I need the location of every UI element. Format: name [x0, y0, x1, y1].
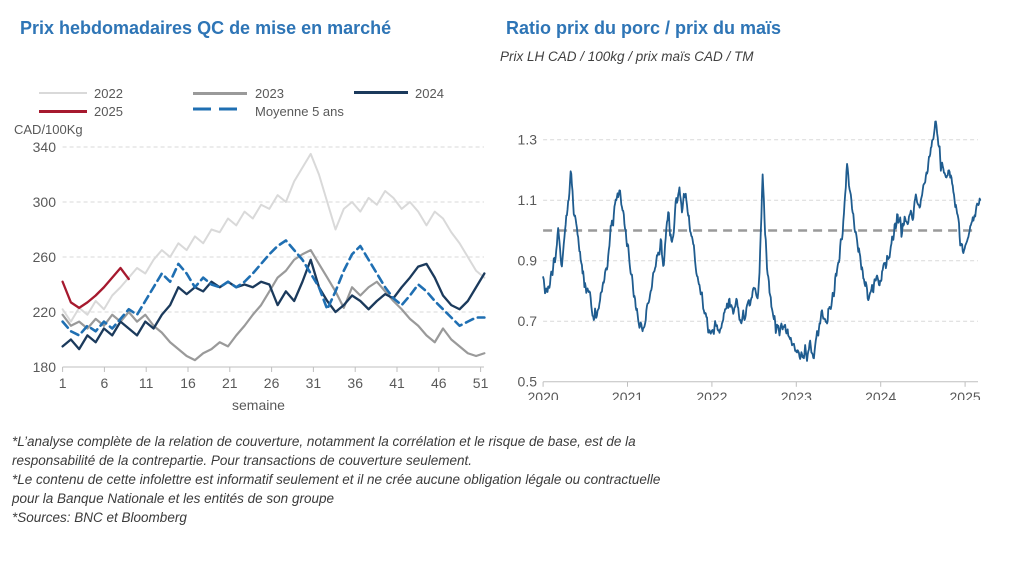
svg-text:0.7: 0.7	[518, 313, 538, 329]
svg-text:2022: 2022	[696, 389, 727, 400]
svg-text:2023: 2023	[781, 389, 812, 400]
svg-text:2024: 2024	[865, 389, 896, 400]
svg-text:0.9: 0.9	[518, 253, 538, 269]
svg-text:2020: 2020	[528, 389, 559, 400]
svg-text:1.3: 1.3	[518, 132, 538, 148]
svg-text:0.5: 0.5	[518, 374, 538, 390]
svg-text:1.1: 1.1	[518, 192, 538, 208]
svg-text:2025: 2025	[950, 389, 981, 400]
svg-text:2021: 2021	[612, 389, 643, 400]
